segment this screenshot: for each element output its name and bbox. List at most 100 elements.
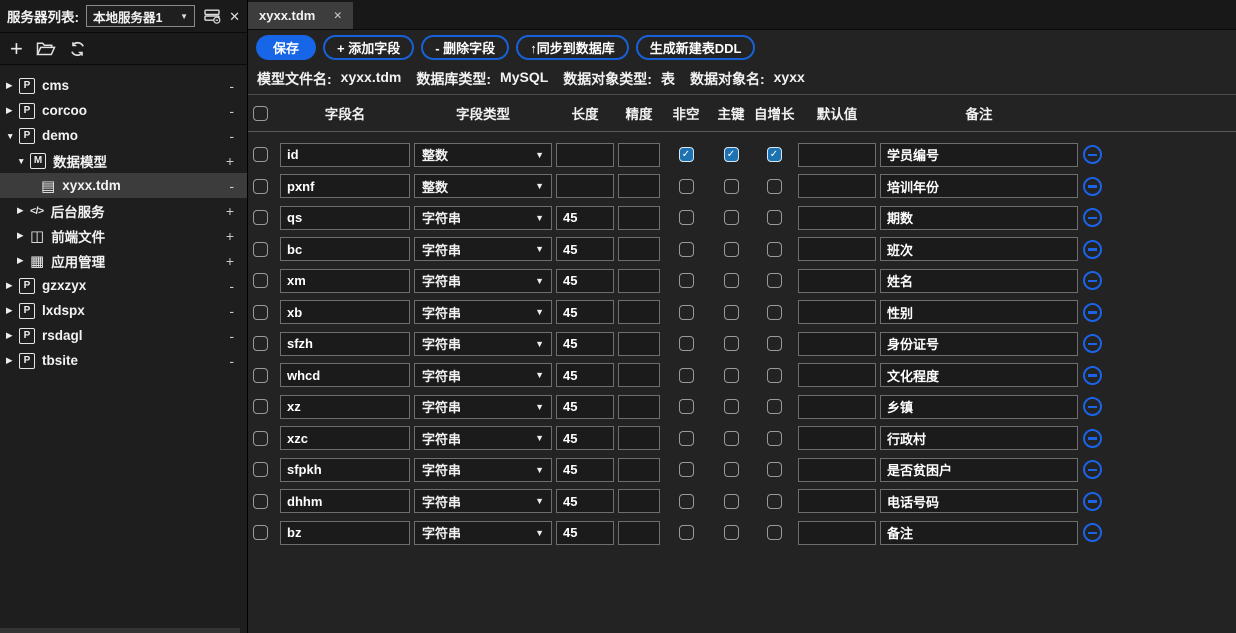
auto-increment-checkbox[interactable] [766,304,782,320]
field-type-select[interactable]: 字符串 ▼ [414,489,552,514]
remark-input[interactable] [880,205,1078,230]
primary-key-checkbox[interactable] [723,399,739,415]
primary-key-checkbox[interactable] [723,336,739,352]
not-null-checkbox[interactable] [678,430,694,446]
not-null-checkbox[interactable] [678,367,694,383]
field-precision-input[interactable] [618,426,660,451]
expand-arrow-icon[interactable]: ▶ [17,230,24,240]
field-precision-input[interactable] [618,174,660,199]
refresh-icon[interactable] [69,41,86,57]
auto-increment-checkbox[interactable] [766,336,782,352]
field-precision-input[interactable] [618,237,660,262]
primary-key-checkbox[interactable] [723,493,739,509]
field-length-input[interactable] [556,363,614,388]
field-precision-input[interactable] [618,489,660,514]
auto-increment-checkbox[interactable] [766,462,782,478]
remark-input[interactable] [880,331,1078,356]
tree-item-badge[interactable]: - [229,102,234,119]
remark-input[interactable] [880,363,1078,388]
auto-increment-checkbox[interactable] [766,178,782,194]
tree-item-后台服务[interactable]: ▶ </> 后台服务 + [0,198,247,223]
field-length-input[interactable] [556,457,614,482]
tab-close-icon[interactable]: ✕ [333,9,343,22]
row-checkbox[interactable] [253,525,268,541]
expand-arrow-icon[interactable]: ▼ [17,155,26,166]
auto-increment-checkbox[interactable] [766,525,782,541]
field-length-input[interactable] [556,520,614,545]
field-precision-input[interactable] [618,268,660,293]
default-value-input[interactable] [798,457,876,482]
field-name-input[interactable] [280,237,410,262]
default-value-input[interactable] [798,426,876,451]
tree-item-前端文件[interactable]: ▶ ◫ 前端文件 + [0,223,247,248]
field-precision-input[interactable] [618,363,660,388]
not-null-checkbox[interactable] [678,178,694,194]
field-type-select[interactable]: 字符串 ▼ [414,268,552,293]
primary-key-checkbox[interactable] [723,462,739,478]
field-name-input[interactable] [280,520,410,545]
row-checkbox[interactable] [253,399,268,415]
expand-arrow-icon[interactable]: ▶ [17,255,24,265]
field-length-input[interactable] [556,394,614,419]
field-precision-input[interactable] [618,142,660,167]
tree-item-badge[interactable]: + [225,227,234,244]
tree-item-badge[interactable]: - [229,302,234,319]
row-checkbox[interactable] [253,493,268,509]
remark-input[interactable] [880,237,1078,262]
field-type-select[interactable]: 字符串 ▼ [414,363,552,388]
field-name-input[interactable] [280,268,410,293]
remark-input[interactable] [880,520,1078,545]
default-value-input[interactable] [798,174,876,199]
tree-item-badge[interactable]: - [229,127,234,144]
primary-key-checkbox[interactable] [723,210,739,226]
not-null-checkbox[interactable] [678,241,694,257]
not-null-checkbox[interactable]: ✓ [678,147,694,163]
expand-arrow-icon[interactable]: ▶ [6,305,13,315]
remove-row-button[interactable] [1083,365,1102,385]
tree-item-xyxx.tdm[interactable]: ▤ xyxx.tdm - [0,173,247,198]
field-type-select[interactable]: 字符串 ▼ [414,394,552,419]
remove-row-button[interactable] [1083,239,1102,259]
field-length-input[interactable] [556,426,614,451]
row-checkbox[interactable] [253,241,268,257]
default-value-input[interactable] [798,331,876,356]
select-all-checkbox[interactable] [253,105,268,121]
remark-input[interactable] [880,174,1078,199]
remark-input[interactable] [880,142,1078,167]
row-checkbox[interactable] [253,304,268,320]
primary-key-checkbox[interactable] [723,178,739,194]
remark-input[interactable] [880,300,1078,325]
primary-key-checkbox[interactable] [723,525,739,541]
tree-item-badge[interactable]: - [229,277,234,294]
sidebar-hscrollbar[interactable] [0,628,240,633]
default-value-input[interactable] [798,520,876,545]
add-field-button[interactable]: + 添加字段 [323,34,415,60]
expand-arrow-icon[interactable]: ▶ [17,205,24,215]
remark-input[interactable] [880,426,1078,451]
field-type-select[interactable]: 字符串 ▼ [414,237,552,262]
remove-row-button[interactable] [1083,491,1102,511]
primary-key-checkbox[interactable]: ✓ [723,147,739,163]
field-precision-input[interactable] [618,520,660,545]
expand-arrow-icon[interactable]: ▶ [6,280,13,290]
field-type-select[interactable]: 字符串 ▼ [414,205,552,230]
field-precision-input[interactable] [618,457,660,482]
default-value-input[interactable] [798,268,876,293]
remove-row-button[interactable] [1083,145,1102,165]
field-length-input[interactable] [556,237,614,262]
field-precision-input[interactable] [618,394,660,419]
not-null-checkbox[interactable] [678,462,694,478]
remark-input[interactable] [880,268,1078,293]
default-value-input[interactable] [798,363,876,388]
close-icon[interactable]: ✕ [229,8,240,24]
row-checkbox[interactable] [253,430,268,446]
remove-row-button[interactable] [1083,302,1102,322]
row-checkbox[interactable] [253,210,268,226]
remove-row-button[interactable] [1083,334,1102,354]
primary-key-checkbox[interactable] [723,273,739,289]
field-precision-input[interactable] [618,205,660,230]
auto-increment-checkbox[interactable] [766,210,782,226]
